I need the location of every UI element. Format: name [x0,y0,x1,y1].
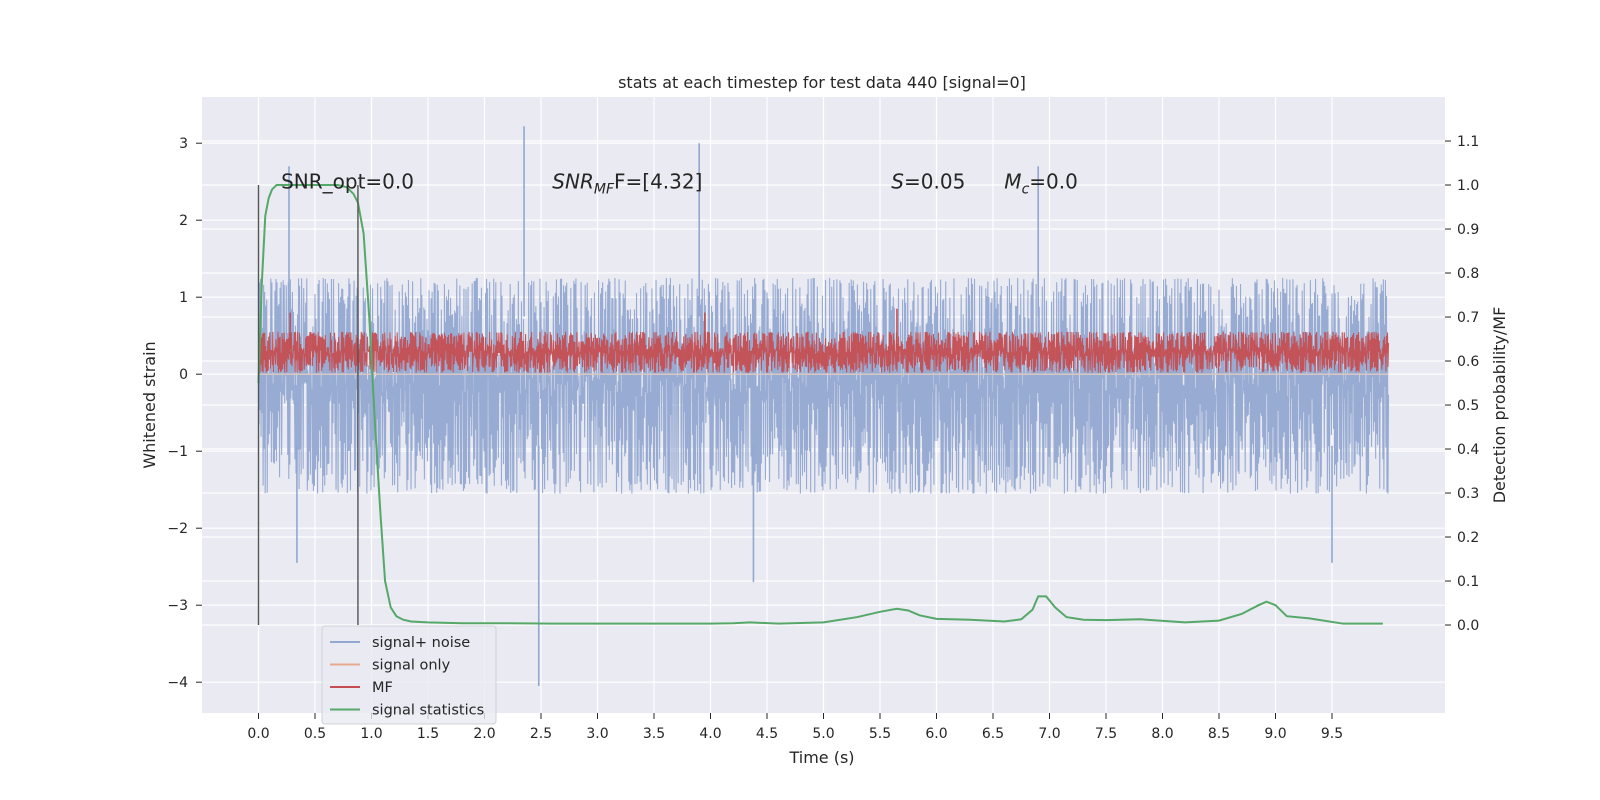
x-tick-label: 3.0 [586,726,608,742]
y2-tick-label: 0.8 [1457,266,1479,282]
annotation-snr_opt: SNR_opt=0.0 [281,170,414,194]
y2-tick-label: 0.2 [1457,530,1479,546]
axes: 0.0 0.5 1.0 1.5 2.0 2.5 3.0 3.5 4.0 4.5 5.0 5.5 6.0 6… [167,134,1479,742]
x-tick-label: 2.0 [473,726,495,742]
legend-label: MF [372,680,393,696]
x-tick-label: 4.5 [756,726,778,742]
y2-tick-label: 0.7 [1457,310,1479,326]
x-tick-label: 1.5 [417,726,439,742]
legend-box [321,625,497,725]
x-tick-label: 1.0 [360,726,382,742]
x-tick-label: 5.0 [812,726,834,742]
x-tick-label: 6.0 [925,726,947,742]
y2-tick-label: 1.1 [1457,134,1479,150]
annotations: SNR_opt=0.0 SNRMFF=[4.32] S=0.05 Mc=0.0 [281,170,1078,198]
y2-tick-label: 0.1 [1457,574,1479,590]
y-tick-label: −3 [167,598,188,614]
y2-tick-label: 0.3 [1457,486,1479,502]
y2-tick-label: 0.0 [1457,618,1479,634]
y-tick-label: −1 [167,444,188,460]
chart-title: stats at each timestep for test data 440… [618,73,1026,92]
x-tick-label: 0.0 [247,726,269,742]
series-line-2 [257,331,1390,373]
y-tick-label: −2 [167,521,188,537]
x-tick-label: 3.5 [643,726,665,742]
legend-label: signal+ noise [372,635,470,651]
x-tick-label: 4.0 [699,726,721,742]
legend: signal+ noise signal only MF signal statist… [321,625,497,725]
x-tick-label: 8.0 [1151,726,1173,742]
x-tick-label: 7.5 [1095,726,1117,742]
legend-label: signal only [372,658,451,674]
series-line-signal-statistics [257,184,1383,625]
x-tick-label: 7.0 [1038,726,1060,742]
x-tick-label: 6.5 [982,726,1004,742]
y2-tick-label: 0.5 [1457,398,1479,414]
y2-tick-label: 0.9 [1457,222,1479,238]
series-layer [257,126,1390,687]
y-tick-label: 3 [179,136,188,152]
y-axis-label: Whitened strain [140,341,159,468]
annotation-mc: Mc=0.0 [1004,170,1078,198]
x-tick-label: 0.5 [304,726,326,742]
legend-label: signal statistics [372,703,484,719]
y-tick-label: 1 [179,290,188,306]
x-tick-label: 9.5 [1321,726,1343,742]
y2-tick-label: 0.4 [1457,442,1479,458]
x-axis-label: Time (s) [788,748,854,767]
y-tick-label: 0 [179,367,188,383]
y2-tick-label: 0.6 [1457,354,1479,370]
x-tick-label: 8.5 [1208,726,1230,742]
y2-axis-label: Detection probability/MF [1490,307,1509,504]
x-tick-label: 9.0 [1264,726,1286,742]
y2-tick-label: 1.0 [1457,178,1479,194]
annotation-snr_mf: SNRMFF=[4.32] [552,170,702,198]
x-tick-label: 2.5 [530,726,552,742]
vertical-lines [257,185,359,625]
y-tick-label: 2 [179,213,188,229]
x-tick-label: 5.5 [869,726,891,742]
annotation-s: S=0.05 [891,170,965,194]
y-tick-label: −4 [167,675,188,691]
